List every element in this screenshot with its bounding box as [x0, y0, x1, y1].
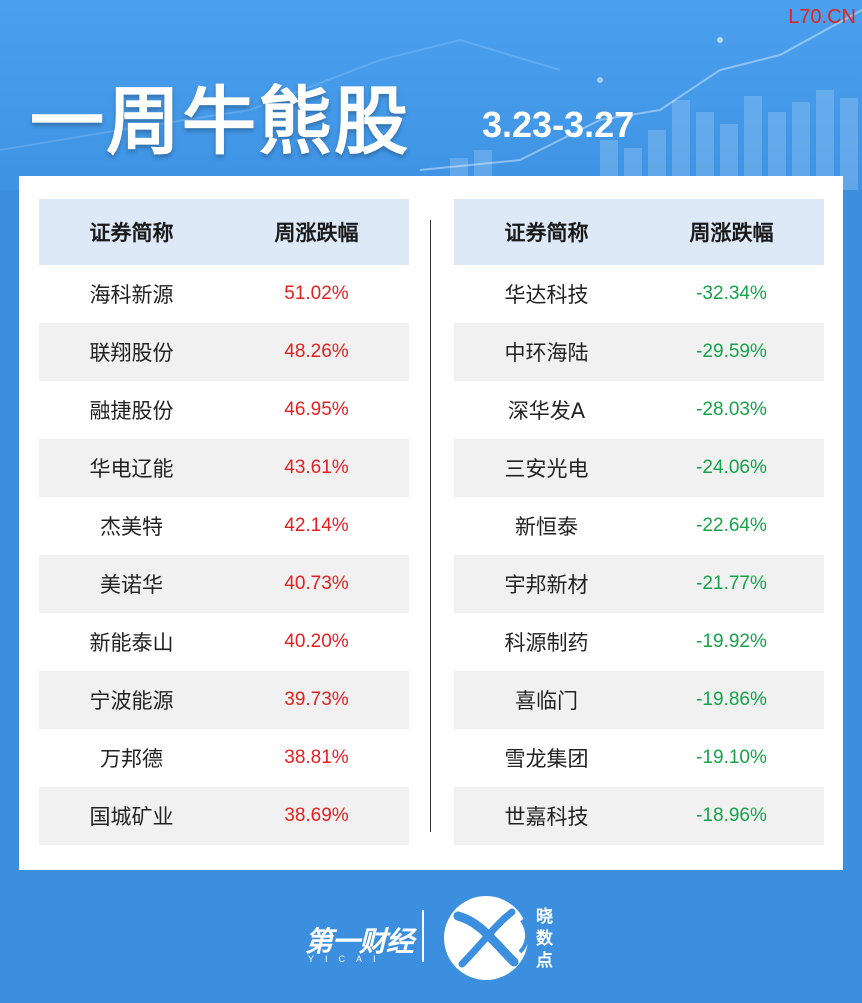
weekly-change: -24.06% — [696, 457, 767, 478]
stock-name: 宇邦新材 — [504, 573, 589, 597]
table-row: 美诺华 40.73% — [39, 555, 409, 613]
table-row: 融捷股份 46.95% — [39, 381, 409, 439]
weekly-change: 38.81% — [284, 747, 349, 768]
stock-name: 华电辽能 — [89, 457, 174, 481]
weekly-change: 40.20% — [284, 631, 349, 652]
weekly-change: -32.34% — [696, 283, 767, 304]
stock-name: 万邦德 — [100, 747, 163, 771]
weekly-change: -18.96% — [696, 805, 767, 826]
weekly-change: -19.10% — [696, 747, 767, 768]
weekly-change: -22.64% — [696, 515, 767, 536]
column-header-name: 证券简称 — [504, 221, 589, 245]
table-row: 华电辽能 43.61% — [39, 439, 409, 497]
table-row: 国城矿业 38.69% — [39, 787, 409, 845]
table-row: 深华发A -28.03% — [454, 381, 824, 439]
column-header-name: 证券简称 — [89, 221, 174, 245]
stock-name: 科源制药 — [504, 631, 589, 655]
stock-name: 华达科技 — [504, 283, 589, 307]
table-row: 新能泰山 40.20% — [39, 613, 409, 671]
weekly-change: 51.02% — [284, 283, 349, 304]
yicai-logo-subtitle: YICAI — [308, 954, 387, 964]
weekly-change: -29.59% — [696, 341, 767, 362]
table-row: 杰美特 42.14% — [39, 497, 409, 555]
weekly-change: 40.73% — [284, 573, 349, 594]
table-row: 科源制药 -19.92% — [454, 613, 824, 671]
weekly-change: -21.77% — [696, 573, 767, 594]
table-row: 三安光电 -24.06% — [454, 439, 824, 497]
weekly-change: 39.73% — [284, 689, 349, 710]
page-title: 一周牛熊股 — [30, 79, 410, 165]
table-header: 证券简称 周涨跌幅 — [39, 199, 409, 265]
stock-name: 融捷股份 — [89, 399, 174, 423]
stock-name: 喜临门 — [515, 689, 578, 713]
stock-name: 三安光电 — [504, 457, 589, 481]
stock-name: 新能泰山 — [89, 631, 174, 655]
table-row: 宇邦新材 -21.77% — [454, 555, 824, 613]
table-row: 雪龙集团 -19.10% — [454, 729, 824, 787]
table-row: 新恒泰 -22.64% — [454, 497, 824, 555]
yicai-logo: 第一财经 — [305, 925, 414, 958]
weekly-change: 46.95% — [284, 399, 349, 420]
stock-name: 世嘉科技 — [504, 805, 589, 829]
table-row: 联翔股份 48.26% — [39, 323, 409, 381]
weekly-change: -19.86% — [696, 689, 767, 710]
table-row: 华达科技 -32.34% — [454, 265, 824, 323]
stock-name: 中环海陆 — [504, 341, 589, 365]
date-range: 3.23-3.27 — [482, 104, 635, 145]
table-row: 万邦德 38.81% — [39, 729, 409, 787]
stock-name: 海科新源 — [89, 283, 174, 307]
table-row: 海科新源 51.02% — [39, 265, 409, 323]
column-header-change: 周涨跌幅 — [274, 221, 359, 245]
table-header: 证券简称 周涨跌幅 — [454, 199, 824, 265]
stock-name: 新恒泰 — [515, 515, 578, 539]
footer: 第一财经 YICAI 晓数点 — [0, 880, 862, 1003]
column-header-change: 周涨跌幅 — [689, 221, 774, 245]
xiaoshudian-logo-text: 晓数点 — [536, 907, 553, 971]
table-row: 中环海陆 -29.59% — [454, 323, 824, 381]
weekly-change: 42.14% — [284, 515, 349, 536]
table-row: 世嘉科技 -18.96% — [454, 787, 824, 845]
table-divider — [430, 220, 431, 832]
xiaoshudian-logo-icon — [444, 896, 529, 980]
stock-name: 宁波能源 — [89, 689, 174, 713]
weekly-change: -28.03% — [696, 399, 767, 420]
table-row: 喜临门 -19.86% — [454, 671, 824, 729]
stock-name: 美诺华 — [100, 573, 163, 597]
chart-decoration — [0, 9, 862, 190]
logo-separator — [422, 910, 424, 962]
content-card: 证券简称 周涨跌幅 海科新源 51.02% 联翔股份 48.26% 融捷股份 46.95%… — [19, 176, 843, 870]
weekly-change: 38.69% — [284, 805, 349, 826]
gainers-table: 证券简称 周涨跌幅 海科新源 51.02% 联翔股份 48.26% 融捷股份 46.95%… — [39, 199, 409, 845]
stock-name: 雪龙集团 — [504, 747, 589, 771]
stock-name: 联翔股份 — [89, 341, 174, 365]
stock-name: 杰美特 — [100, 515, 163, 539]
losers-table: 证券简称 周涨跌幅 华达科技 -32.34% 中环海陆 -29.59% 深华发A -28.… — [454, 199, 824, 845]
header-banner: L70.CN 一周牛熊股 3.23-3.27 — [0, 0, 862, 190]
table-row: 宁波能源 39.73% — [39, 671, 409, 729]
weekly-change: 48.26% — [284, 341, 349, 362]
stock-name: 国城矿业 — [89, 805, 174, 829]
weekly-change: -19.92% — [696, 631, 767, 652]
stock-name: 深华发A — [507, 399, 586, 423]
watermark-text: L70.CN — [788, 6, 856, 28]
weekly-change: 43.61% — [284, 457, 349, 478]
